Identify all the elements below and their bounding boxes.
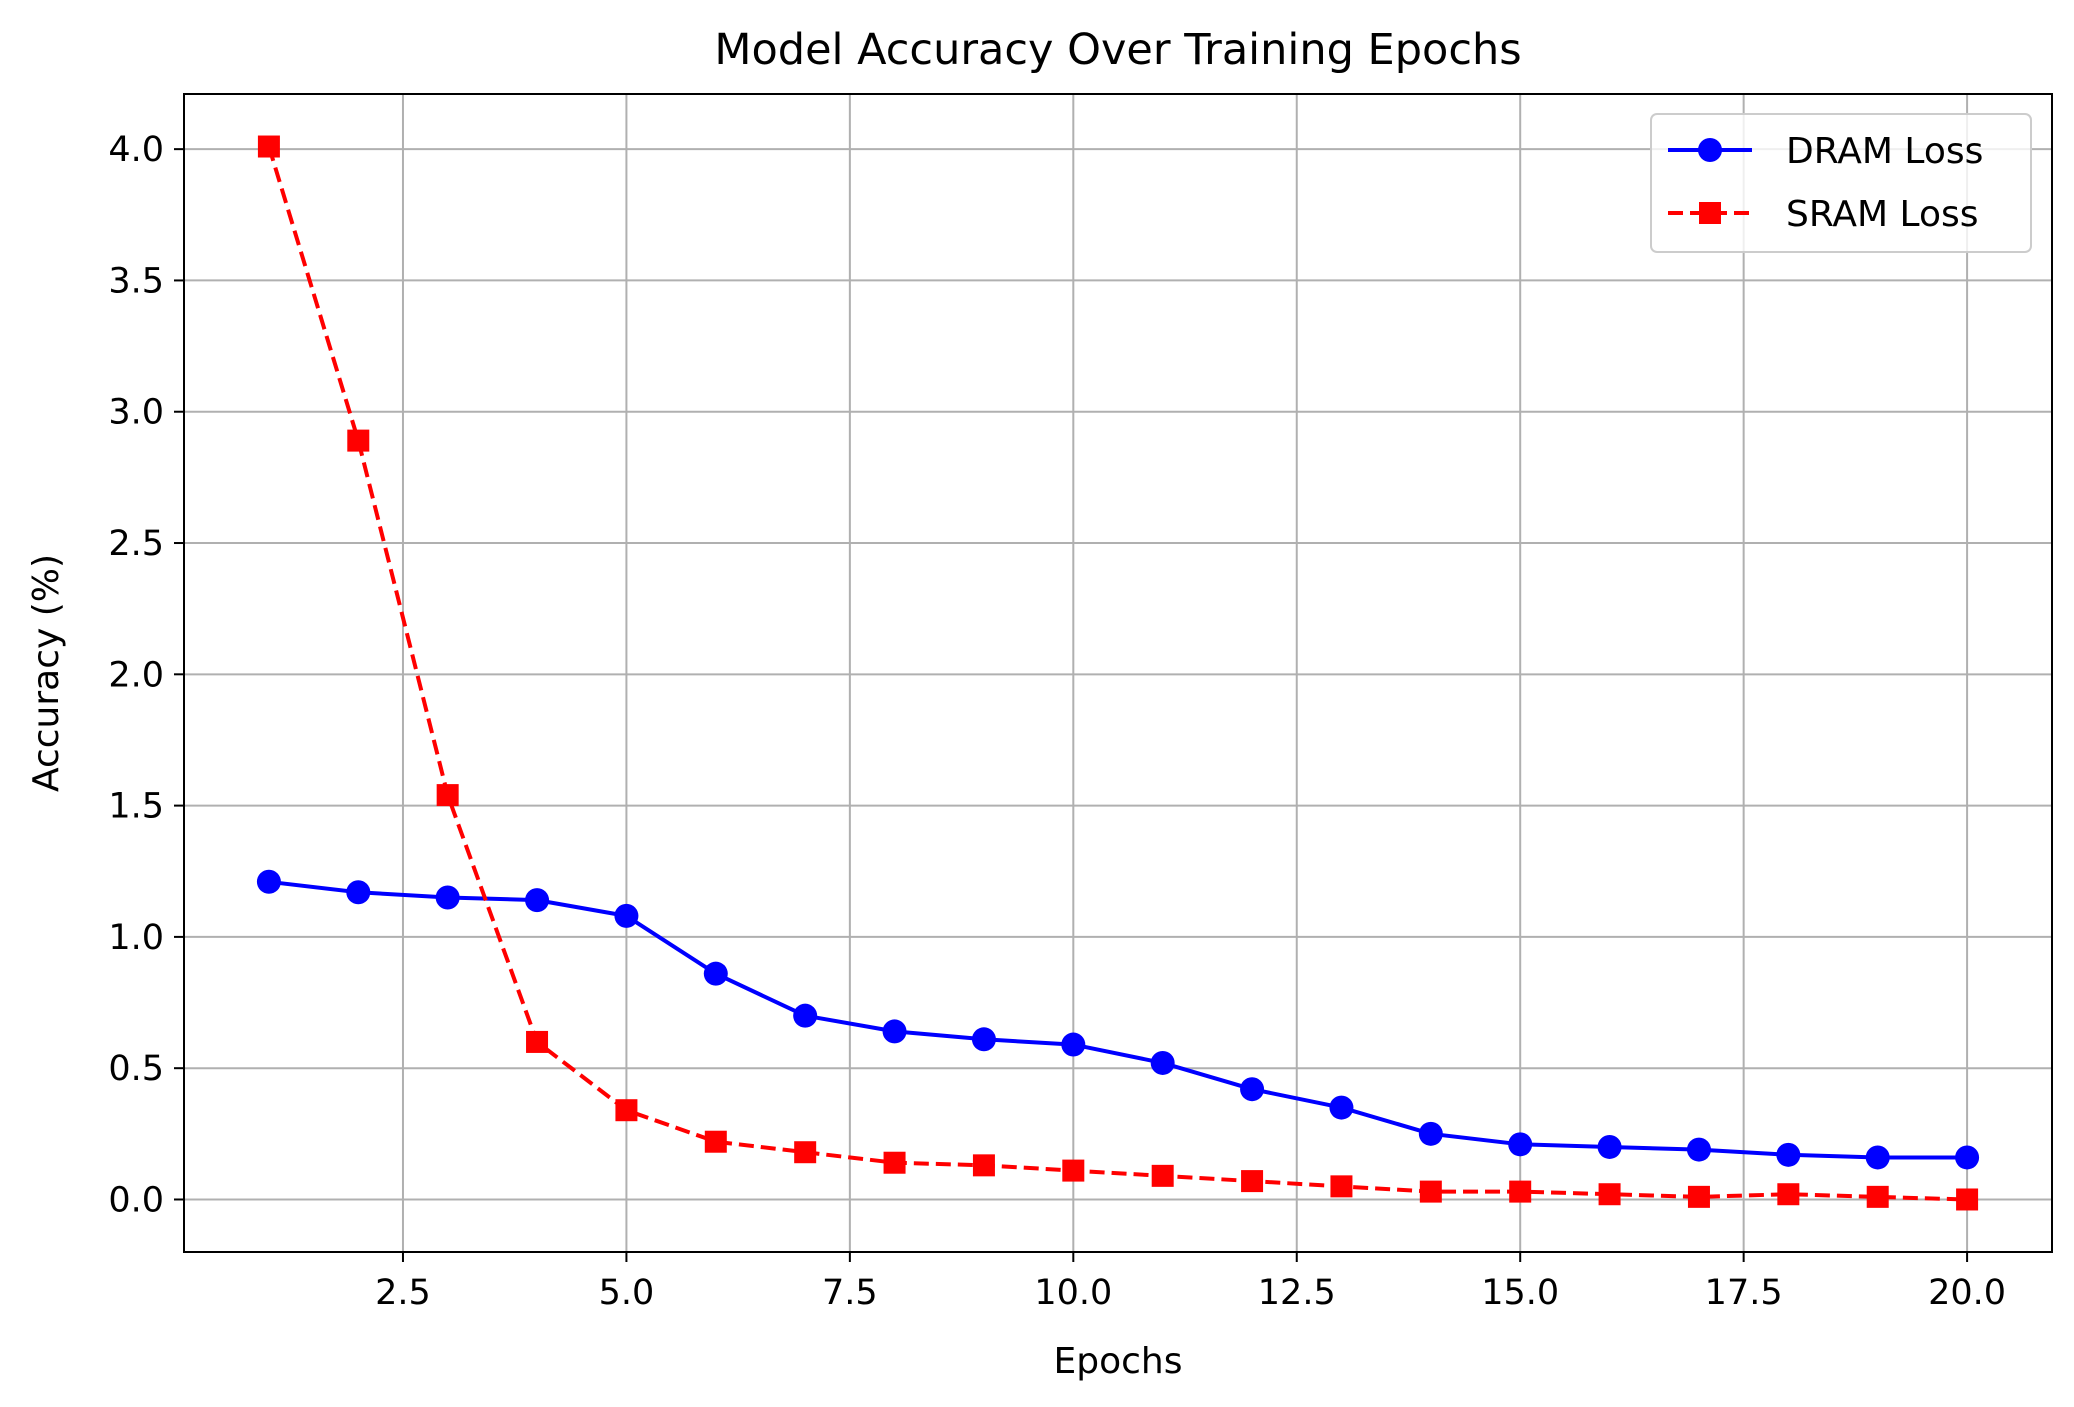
data-point-sram-loss: [972, 1154, 995, 1177]
y-tick-label: 2.5: [108, 524, 164, 564]
x-tick-label: 17.5: [1705, 1273, 1783, 1313]
data-point-sram-loss: [794, 1141, 817, 1164]
x-tick-label: 2.5: [375, 1273, 431, 1313]
legend-label-sram: SRAM Loss: [1786, 194, 1979, 235]
data-point-dram-loss: [1955, 1145, 1980, 1170]
x-axis-label: Epochs: [1054, 1341, 1183, 1382]
grid-lines: [184, 94, 2052, 1252]
x-tick-label: 7.5: [822, 1273, 878, 1313]
data-point-dram-loss: [1776, 1142, 1801, 1167]
data-point-sram-loss: [615, 1099, 638, 1122]
data-point-dram-loss: [1865, 1145, 1890, 1170]
data-point-sram-loss: [1241, 1170, 1264, 1193]
x-tick-label: 12.5: [1258, 1273, 1336, 1313]
legend-marker-dram: [1698, 138, 1722, 162]
data-point-dram-loss: [435, 885, 460, 910]
data-point-sram-loss: [883, 1151, 906, 1174]
y-tick-label: 4.0: [108, 130, 164, 170]
y-tick-label: 2.0: [108, 655, 164, 695]
x-tick-label: 5.0: [599, 1273, 655, 1313]
data-point-sram-loss: [1151, 1164, 1174, 1187]
y-tick-label: 3.5: [108, 261, 164, 301]
data-point-sram-loss: [704, 1130, 727, 1153]
data-point-dram-loss: [614, 903, 639, 928]
data-point-dram-loss: [1597, 1134, 1622, 1159]
data-point-dram-loss: [256, 869, 281, 894]
y-tick-label: 0.0: [108, 1180, 164, 1220]
data-point-dram-loss: [1240, 1077, 1265, 1102]
data-point-dram-loss: [1508, 1132, 1533, 1157]
data-point-sram-loss: [1866, 1185, 1889, 1208]
x-tick-label: 10.0: [1034, 1273, 1112, 1313]
data-point-dram-loss: [1061, 1032, 1086, 1057]
y-axis-label: Accuracy (%): [26, 554, 67, 792]
data-point-dram-loss: [1686, 1137, 1711, 1162]
y-tick-label: 0.5: [108, 1049, 164, 1089]
data-point-sram-loss: [257, 135, 280, 158]
plot-frame: [183, 93, 2053, 1253]
y-tick-label: 1.0: [108, 918, 164, 958]
data-point-sram-loss: [1330, 1175, 1353, 1198]
data-point-dram-loss: [793, 1003, 818, 1028]
data-point-sram-loss: [1509, 1180, 1532, 1203]
x-tick-label: 20.0: [1928, 1273, 2006, 1313]
data-point-dram-loss: [703, 961, 728, 986]
data-point-sram-loss: [526, 1030, 549, 1053]
data-point-dram-loss: [971, 1027, 996, 1052]
data-point-dram-loss: [1329, 1095, 1354, 1120]
legend: DRAM Loss SRAM Loss: [1650, 113, 2032, 253]
data-point-sram-loss: [1062, 1159, 1085, 1182]
data-point-sram-loss: [1956, 1188, 1979, 1211]
data-point-dram-loss: [882, 1019, 907, 1044]
legend-marker-sram: [1699, 202, 1721, 224]
data-point-sram-loss: [1687, 1185, 1710, 1208]
chart-title: Model Accuracy Over Training Epochs: [714, 25, 1521, 75]
series-line-dram-loss: [268, 879, 1968, 1160]
legend-label-dram: DRAM Loss: [1786, 131, 1983, 172]
y-tick-label: 1.5: [108, 787, 164, 827]
data-point-dram-loss: [525, 888, 550, 913]
data-point-sram-loss: [1598, 1183, 1621, 1206]
data-point-dram-loss: [346, 880, 371, 905]
data-point-dram-loss: [1150, 1050, 1175, 1075]
data-point-sram-loss: [436, 784, 459, 807]
series-line-sram-loss: [266, 145, 1968, 1202]
data-point-sram-loss: [1777, 1183, 1800, 1206]
axis-ticks: 2.5 5.0 7.5 10.0 12.5 15.0 17.5 20.0 0.0 0.5 1.0 1.…: [108, 130, 2006, 1313]
data-point-sram-loss: [1419, 1180, 1442, 1203]
data-point-dram-loss: [1418, 1121, 1443, 1146]
data-point-sram-loss: [347, 429, 370, 452]
y-tick-label: 3.0: [108, 393, 164, 433]
series-layer: [256, 135, 1980, 1211]
x-tick-label: 15.0: [1481, 1273, 1559, 1313]
